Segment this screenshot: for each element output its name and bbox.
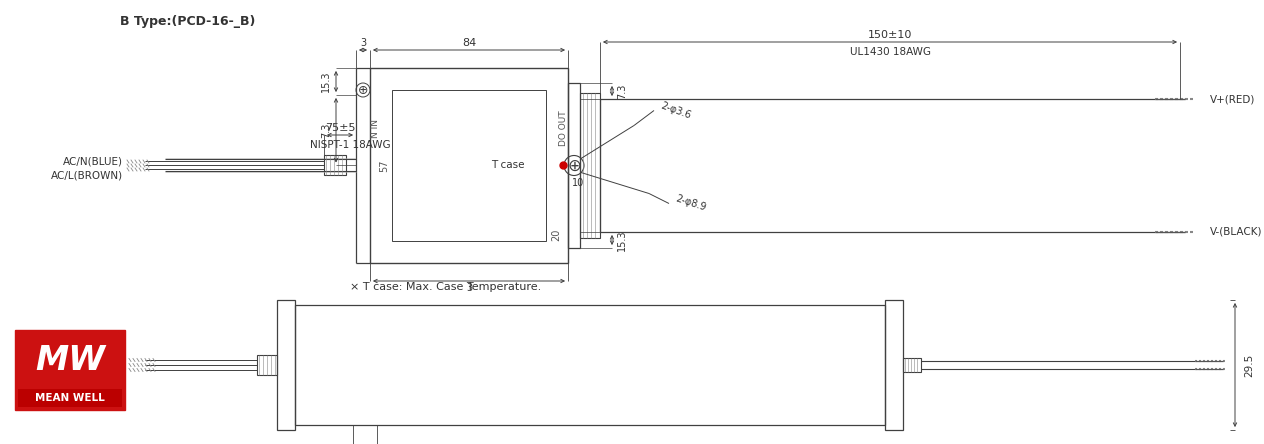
Bar: [885, 300, 902, 430]
Bar: [392, 90, 546, 241]
Bar: [902, 358, 921, 372]
Text: MW: MW: [35, 344, 105, 377]
Text: 10: 10: [571, 178, 584, 189]
Bar: [370, 68, 568, 263]
Text: N IN: N IN: [370, 119, 379, 138]
Text: $\oplus$: $\oplus$: [358, 83, 369, 96]
Text: 2-φ8.9: 2-φ8.9: [674, 194, 707, 213]
Bar: [277, 300, 295, 430]
Text: B Type:(PCD-16-_B): B Type:(PCD-16-_B): [120, 16, 255, 28]
Text: 3: 3: [360, 38, 367, 48]
Text: NISPT-1 18AWG: NISPT-1 18AWG: [310, 140, 391, 150]
Text: $\oplus$: $\oplus$: [566, 156, 581, 174]
Text: × T case: Max. Case Temperature.: × T case: Max. Case Temperature.: [350, 282, 541, 292]
Bar: [324, 155, 346, 175]
Text: 15.3: 15.3: [617, 229, 627, 251]
Text: 15.3: 15.3: [321, 71, 331, 92]
Text: 7.3: 7.3: [321, 123, 331, 138]
Bar: [295, 305, 885, 425]
Bar: [15, 330, 125, 410]
Text: DO OUT: DO OUT: [560, 110, 569, 146]
Text: AC/N(BLUE): AC/N(BLUE): [63, 156, 123, 166]
Bar: [580, 93, 600, 238]
Text: 75±5: 75±5: [325, 123, 355, 133]
Text: 2-φ3.6: 2-φ3.6: [659, 100, 691, 121]
Text: T case: T case: [492, 160, 525, 170]
Text: 20: 20: [551, 229, 561, 241]
Bar: [257, 355, 277, 375]
Bar: [568, 83, 580, 248]
Text: AC/L(BROWN): AC/L(BROWN): [51, 170, 123, 181]
Text: MEAN WELL: MEAN WELL: [35, 393, 105, 403]
Text: 7.3: 7.3: [617, 83, 627, 99]
Text: V+(RED): V+(RED): [1210, 94, 1255, 104]
Bar: [18, 333, 123, 407]
Text: V-(BLACK): V-(BLACK): [1210, 227, 1263, 237]
Text: 29.5: 29.5: [1244, 353, 1254, 377]
Text: UL1430 18AWG: UL1430 18AWG: [849, 47, 930, 57]
Text: 150±10: 150±10: [868, 30, 913, 40]
Bar: [18, 389, 123, 407]
Text: 84: 84: [461, 38, 477, 48]
Text: 3: 3: [466, 283, 471, 293]
Text: 57: 57: [379, 159, 389, 172]
